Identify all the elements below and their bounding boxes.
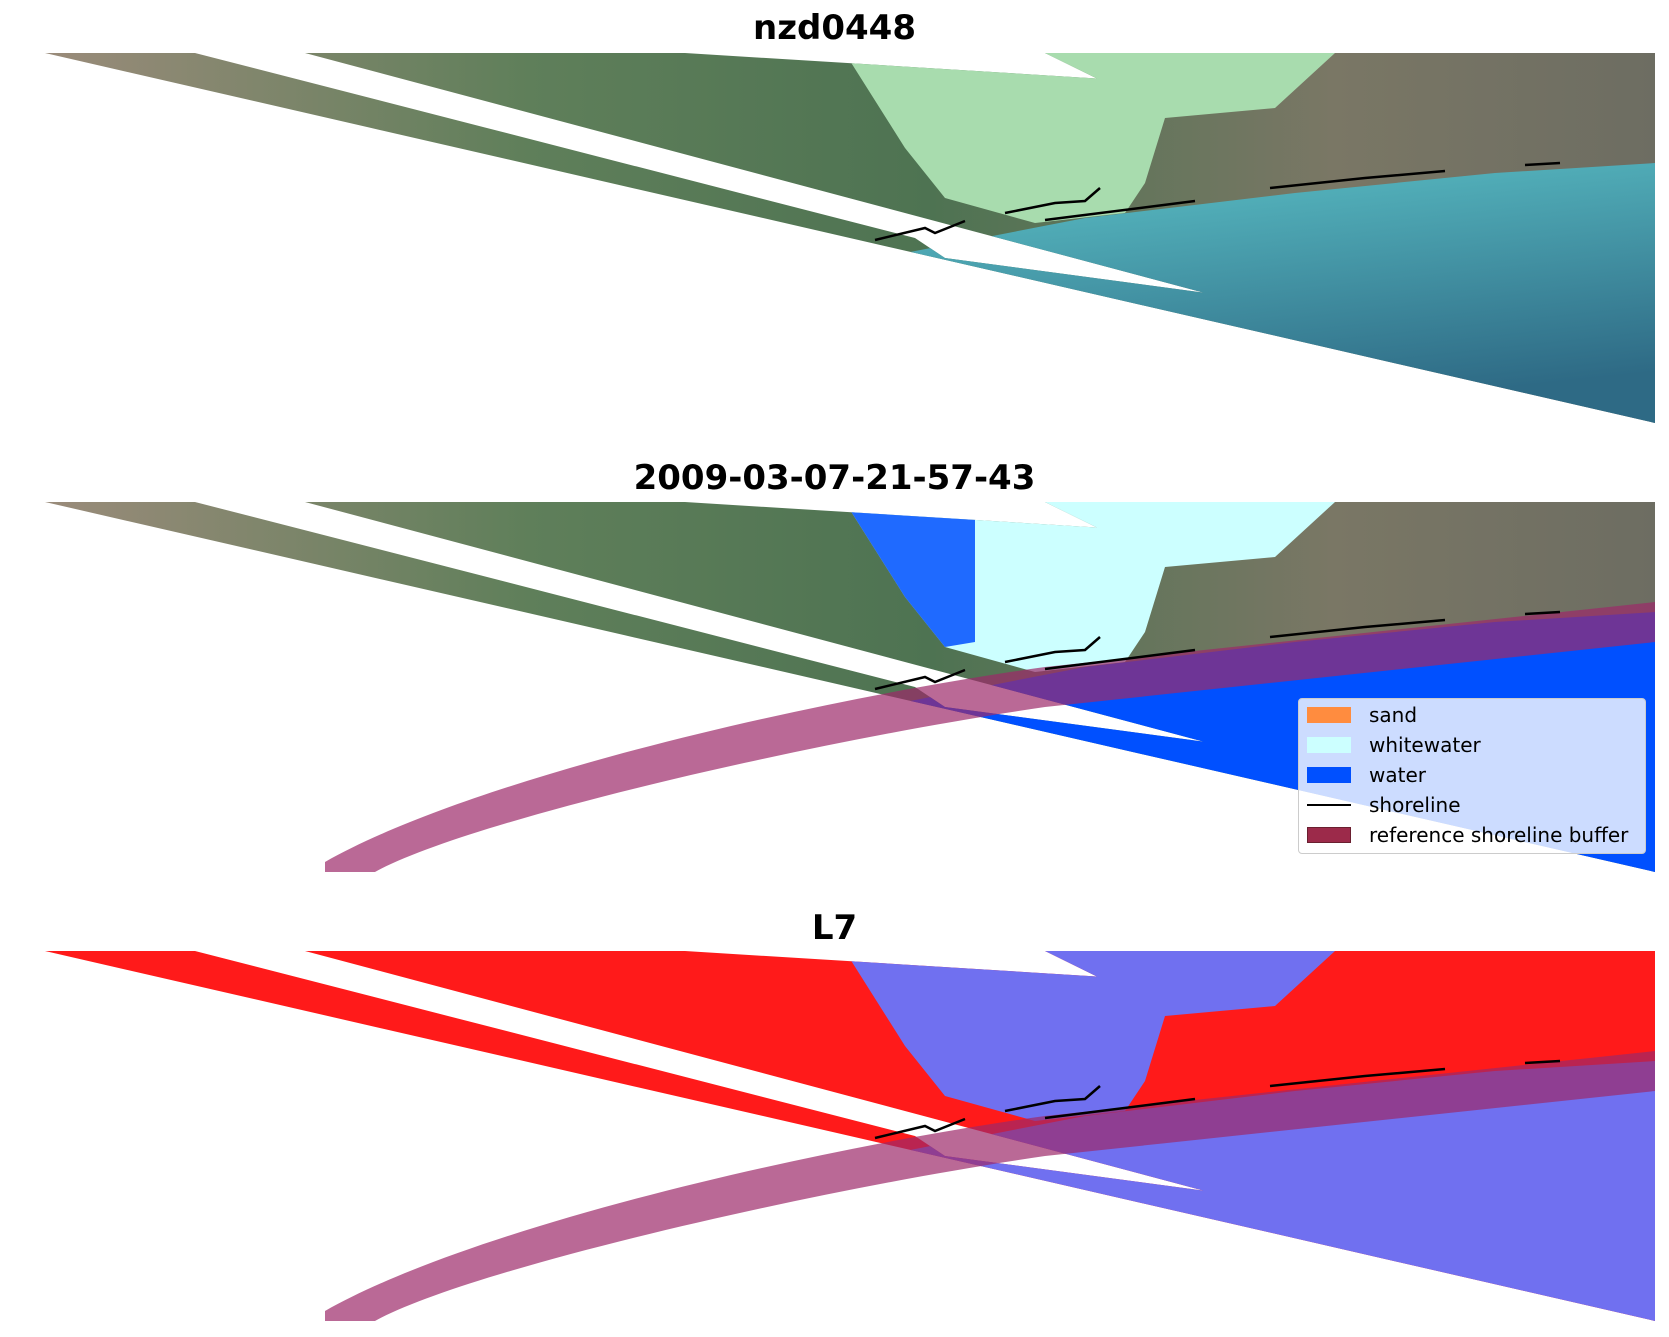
reference-shoreline-buffer bbox=[325, 602, 1655, 872]
rgb-image-panel bbox=[45, 53, 1655, 423]
legend-item-water: water bbox=[1307, 763, 1426, 787]
legend-item-buffer: reference shoreline buffer bbox=[1307, 823, 1628, 847]
panel-title-classified: 2009-03-07-21-57-43 bbox=[633, 458, 1036, 498]
legend-swatch-water bbox=[1307, 767, 1351, 783]
legend: sand whitewater water shoreline referenc… bbox=[1298, 698, 1646, 854]
legend-swatch-whitewater bbox=[1307, 737, 1351, 753]
legend-item-whitewater: whitewater bbox=[1307, 733, 1481, 757]
panel-title-index: L7 bbox=[811, 908, 858, 948]
reference-shoreline-buffer bbox=[325, 1051, 1655, 1321]
legend-swatch-sand bbox=[1307, 707, 1351, 723]
panel-title-rgb: nzd0448 bbox=[753, 8, 916, 48]
index-image-panel bbox=[45, 951, 1655, 1321]
legend-item-shoreline: shoreline bbox=[1307, 793, 1461, 817]
legend-item-sand: sand bbox=[1307, 703, 1417, 727]
legend-swatch-buffer bbox=[1307, 827, 1351, 843]
legend-line-shoreline bbox=[1307, 797, 1351, 813]
